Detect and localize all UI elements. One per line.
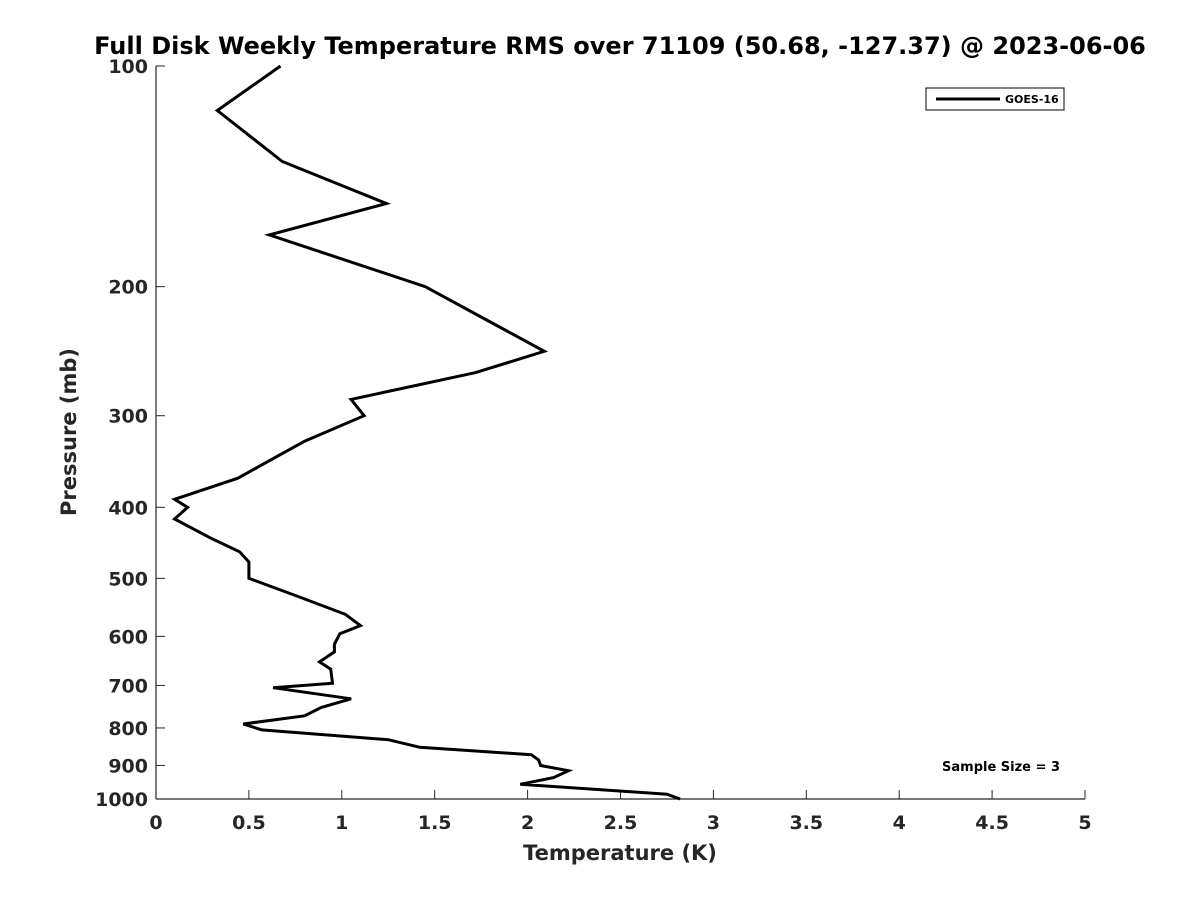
legend-label: GOES-16 — [1005, 93, 1059, 106]
x-tick-label: 0.5 — [232, 812, 266, 834]
x-tick-label: 4 — [893, 812, 906, 834]
x-tick-label: 4.5 — [975, 812, 1009, 834]
legend: GOES-16 — [925, 87, 1065, 111]
series-group — [171, 64, 681, 801]
x-tick-label: 2 — [521, 812, 534, 834]
series-line-goes-16 — [171, 64, 681, 801]
y-tick-label: 300 — [108, 406, 148, 428]
y-tick-label: 800 — [108, 718, 148, 740]
x-tick-label: 3.5 — [789, 812, 823, 834]
y-tick-label: 1000 — [95, 789, 148, 811]
y-tick-label: 500 — [108, 568, 148, 590]
y-tick-label: 200 — [108, 277, 148, 299]
sample-size-annotation: Sample Size = 3 — [942, 760, 1060, 775]
axes — [155, 66, 1085, 800]
y-axis-label: Pressure (mb) — [57, 348, 81, 516]
x-tick-label: 5 — [1078, 812, 1091, 834]
y-tick-label: 100 — [108, 56, 148, 78]
y-tick-label: 600 — [108, 626, 148, 648]
y-tick-label: 900 — [108, 755, 148, 777]
y-tick-label: 400 — [108, 497, 148, 519]
x-tick-label: 1 — [335, 812, 348, 834]
x-tick-label: 2.5 — [604, 812, 638, 834]
y-tick-label: 700 — [108, 675, 148, 697]
x-tick-label: 1.5 — [418, 812, 452, 834]
x-axis-label: Temperature (K) — [523, 841, 717, 865]
ticks: 0 0.5 1 1.5 2 2.5 3 3.5 4 4.5 5 100 200 300 400 500 600 7… — [95, 56, 1092, 834]
x-tick-label: 3 — [707, 812, 720, 834]
x-tick-label: 0 — [149, 812, 162, 834]
chart-title: Full Disk Weekly Temperature RMS over 71… — [94, 32, 1146, 60]
